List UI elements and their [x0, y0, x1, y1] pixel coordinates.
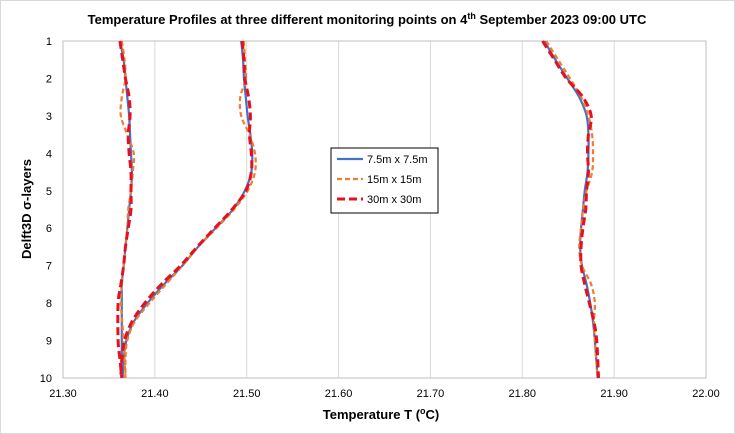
series-line-2-profile-3: [545, 40, 599, 379]
y-tick-label: 8: [46, 298, 52, 310]
y-tick-label: 10: [40, 373, 52, 385]
legend-label: 7.5m x 7.5m: [367, 154, 428, 166]
series-line-2-profile-2: [124, 40, 257, 379]
title-superscript: th: [467, 11, 476, 21]
x-tick-label: 21.50: [233, 388, 261, 400]
series-lines: [116, 40, 601, 379]
y-axis-label: Delft3D σ-layers: [19, 159, 34, 259]
legend-label: 30m x 30m: [367, 194, 421, 206]
y-tick-label: 6: [46, 223, 52, 235]
chart-title: Temperature Profiles at three different …: [88, 11, 647, 27]
x-tick-label: 21.60: [325, 388, 353, 400]
y-tick-label: 5: [46, 186, 52, 198]
y-tick-label: 1: [46, 36, 52, 48]
x-tick-label: 21.80: [509, 388, 537, 400]
x-tick-label: 22.00: [692, 388, 720, 400]
x-tick-label: 21.70: [417, 388, 445, 400]
legend-label: 15m x 15m: [367, 174, 421, 186]
x-tick-labels: 21.30 21.40 21.50 21.60 21.70 21.80 21.90 22.00: [49, 388, 720, 400]
y-tick-label: 9: [46, 336, 52, 348]
y-tick-label: 7: [46, 261, 52, 273]
y-tick-label: 2: [46, 73, 52, 85]
legend: 7.5m x 7.5m 15m x 15m 30m x 30m: [330, 147, 439, 214]
x-axis-label: Temperature T (oC): [323, 406, 440, 422]
series-line-3-profile-2: [119, 40, 254, 379]
series-line-3-profile-1: [116, 40, 133, 379]
series-line-1-profile-3: [543, 40, 599, 379]
y-tick-label: 3: [46, 111, 52, 123]
x-tick-label: 21.90: [600, 388, 628, 400]
y-tick-label: 4: [46, 148, 52, 160]
x-tick-label: 21.30: [49, 388, 77, 400]
x-tick-label: 21.40: [141, 388, 169, 400]
y-tick-labels: 1 2 3 4 5 6 7 8 9 10: [40, 36, 52, 385]
plot-area-border: [62, 40, 707, 379]
series-line-3-profile-3: [541, 40, 601, 379]
